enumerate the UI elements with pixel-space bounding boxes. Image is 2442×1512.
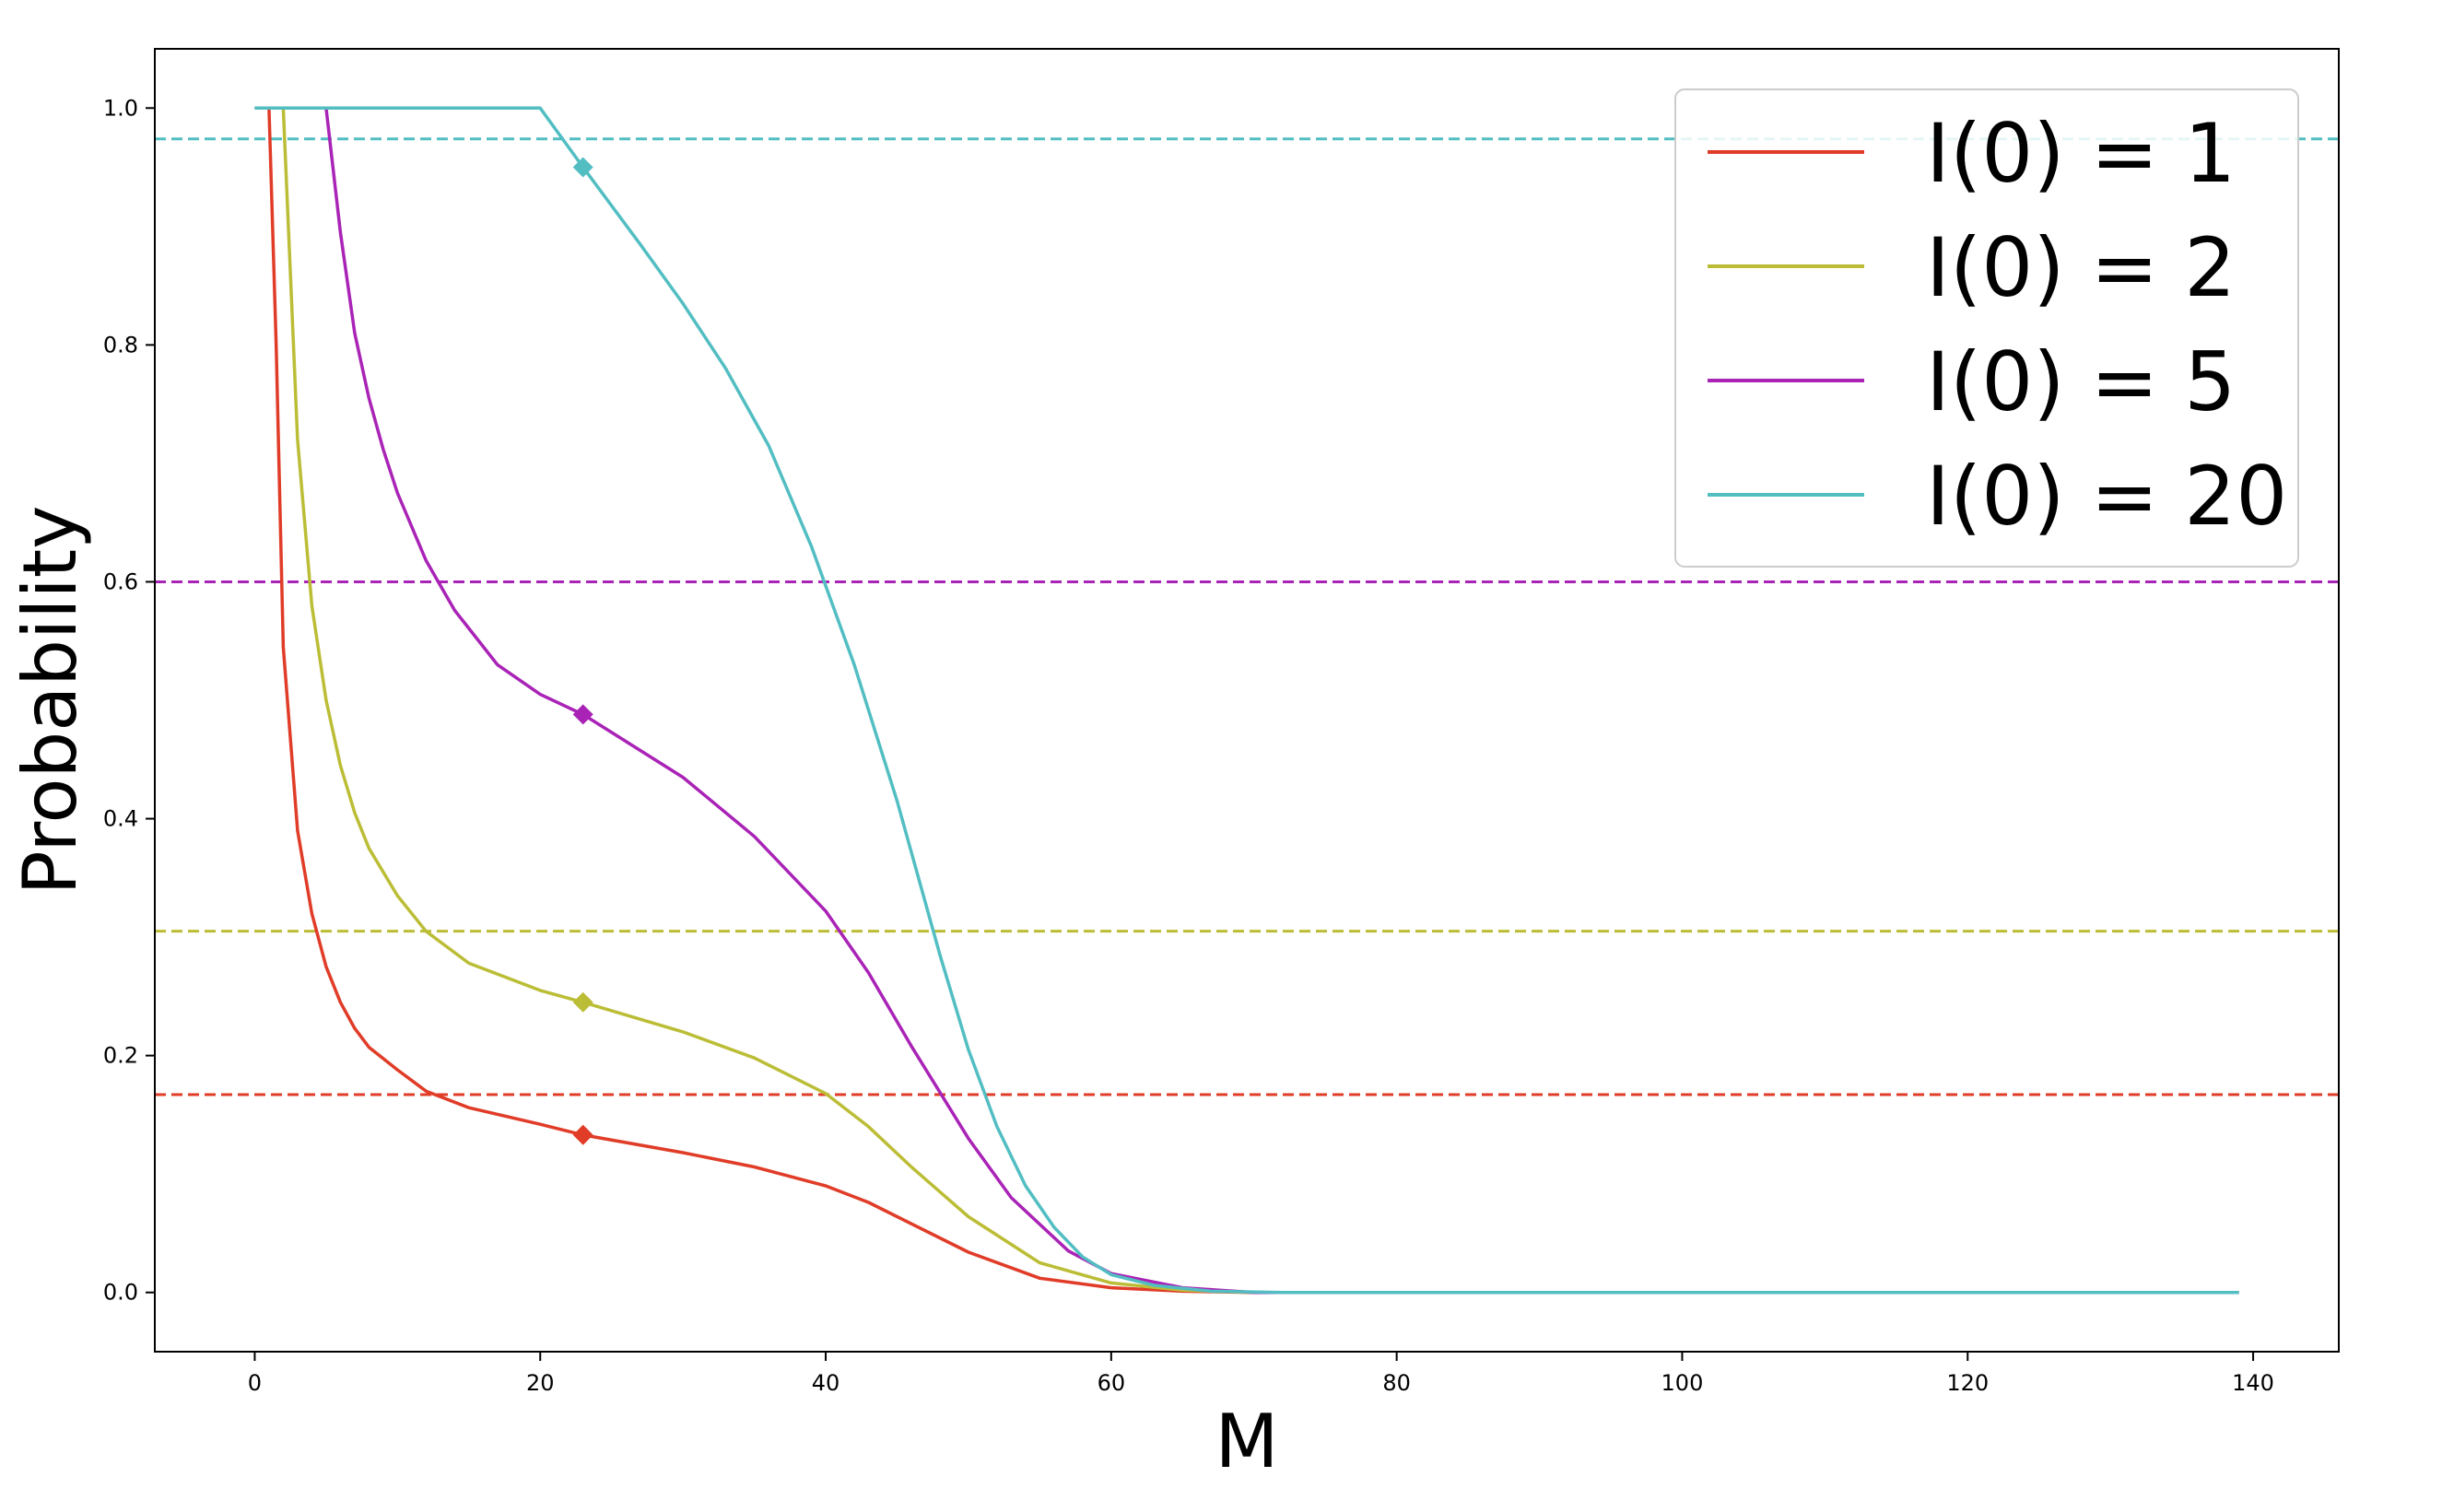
x-tick-label: 100 bbox=[1661, 1370, 1704, 1396]
x-tick-label: 0 bbox=[248, 1370, 262, 1396]
x-tick-label: 60 bbox=[1098, 1370, 1126, 1396]
series-marker-3 bbox=[572, 704, 593, 725]
legend-label-3: I(0) = 5 bbox=[1926, 334, 2236, 429]
x-tick-label: 20 bbox=[526, 1370, 555, 1396]
series-lines bbox=[254, 106, 2239, 1295]
x-tick-label: 40 bbox=[812, 1370, 840, 1396]
y-tick-label: 0.0 bbox=[103, 1280, 138, 1306]
legend-box bbox=[1674, 88, 2299, 568]
x-tick-label: 140 bbox=[2232, 1370, 2274, 1396]
series-line-3 bbox=[254, 106, 2239, 1295]
series-line-2 bbox=[254, 106, 2239, 1295]
series-line-1 bbox=[267, 108, 2239, 1295]
x-tick-label: 120 bbox=[1946, 1370, 1989, 1396]
x-axis-label: M bbox=[1215, 1399, 1278, 1484]
series-marker-1 bbox=[572, 1124, 593, 1145]
legend-label-4: I(0) = 20 bbox=[1926, 449, 2287, 544]
y-tick-label: 1.0 bbox=[103, 95, 138, 121]
series-markers bbox=[572, 157, 593, 1145]
y-tick-label: 0.6 bbox=[103, 568, 138, 594]
x-axis-ticks: 0 20 40 60 80 100 120 140 bbox=[248, 1352, 2274, 1396]
y-tick-label: 0.8 bbox=[103, 332, 138, 357]
legend-label-2: I(0) = 2 bbox=[1926, 220, 2236, 315]
y-tick-label: 0.2 bbox=[103, 1043, 138, 1069]
x-tick-label: 80 bbox=[1382, 1370, 1411, 1396]
y-axis-label: Probability bbox=[7, 506, 93, 896]
y-axis-ticks: 0.0 0.2 0.4 0.6 0.8 1.0 bbox=[103, 95, 155, 1306]
legend: I(0) = 1 I(0) = 2 I(0) = 5 I(0) = 20 bbox=[1674, 88, 2299, 568]
plot-frame bbox=[154, 48, 2340, 1353]
series-marker-2 bbox=[572, 991, 593, 1013]
series-marker-4 bbox=[572, 157, 593, 178]
series-line-4 bbox=[254, 106, 2239, 1295]
legend-label-1: I(0) = 1 bbox=[1926, 106, 2236, 201]
y-tick-label: 0.4 bbox=[103, 806, 138, 832]
